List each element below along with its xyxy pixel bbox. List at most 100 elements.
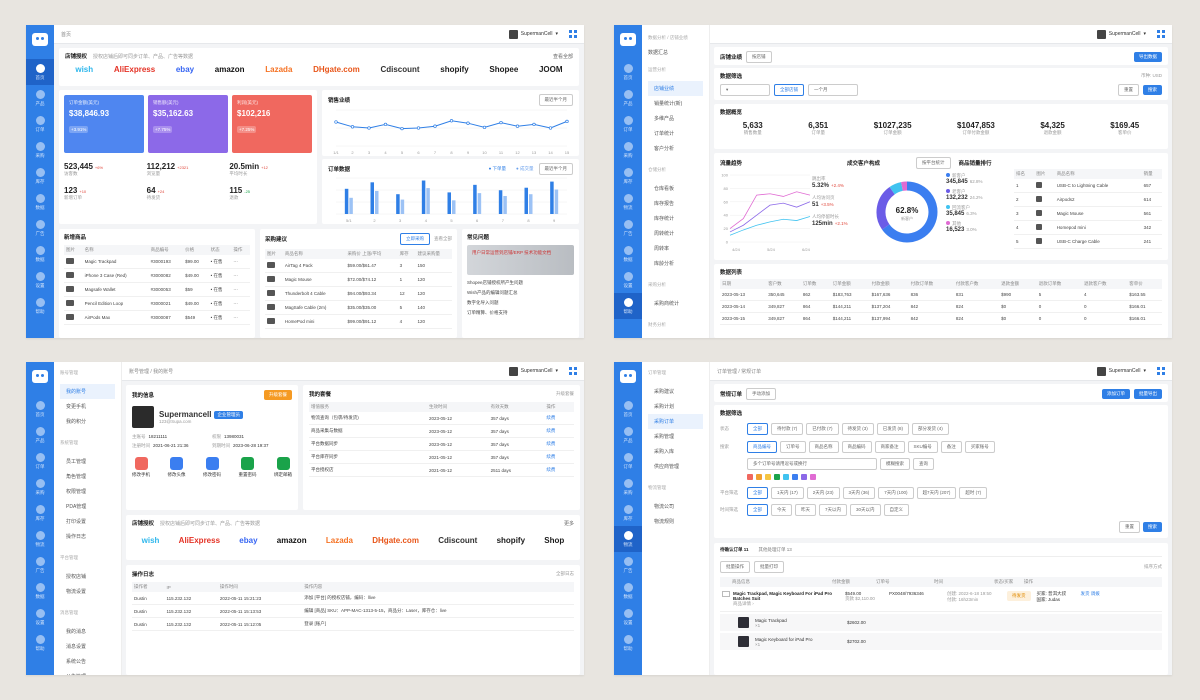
table-row[interactable]: AirPods Max #3000087 $549 • 在售 ··· [64, 310, 250, 325]
more-icon[interactable]: ··· [231, 268, 250, 283]
more-icon[interactable]: ··· [231, 296, 250, 311]
menu-item-4[interactable]: 采购入库 [654, 449, 675, 455]
sidebar-item-9[interactable]: 帮助 [614, 293, 642, 319]
menu-item-1[interactable]: 销量统计(新) [654, 101, 683, 107]
table-row[interactable]: Magic Mouse $72.00/$74.12 1 120 [265, 272, 452, 287]
platform-logo-lazada[interactable]: Lazada [325, 536, 353, 545]
purchase-more-link[interactable]: 查看全部 [434, 236, 452, 241]
flag-color-7[interactable] [810, 474, 816, 480]
filter-tab-5[interactable]: 超7天内 (207) [916, 487, 957, 499]
filter-tab-4[interactable]: 已发货 (8) [876, 423, 909, 435]
filter-tab-2[interactable]: 商品名称 [808, 441, 839, 453]
account-action-2[interactable]: 修改密码 [203, 457, 221, 478]
table-row[interactable]: 4 Homepod mini 342 [1014, 220, 1162, 235]
table-row[interactable]: Thunderbolt 4 Cable $94.00/$93.34 12 120 [265, 286, 452, 301]
list-tab-0[interactable]: 待确认订单 11 [720, 547, 749, 552]
table-row[interactable]: 3 Magic Mouse 561 [1014, 206, 1162, 221]
sidebar-item-4[interactable]: 库存 [26, 500, 54, 526]
table-row[interactable]: 2023-05-15 349,827 864 $144,211 $137,994 842 8… [720, 312, 1162, 325]
table-row[interactable]: 2 Airpods2 614 [1014, 192, 1162, 207]
filter-tab-2[interactable]: 2天内 (23) [806, 487, 840, 499]
menu-item-0[interactable]: 采购商统计 [654, 301, 680, 307]
filter-tab-3[interactable]: 7天以内 [819, 504, 848, 516]
sidebar-item-5[interactable]: 物流 [614, 189, 642, 215]
menu-item-2[interactable]: 我的积分 [66, 419, 87, 425]
upgrade-button[interactable]: 升级套餐 [264, 390, 292, 400]
table-row[interactable]: 平台库存同步 2021-05-12 357 days 续费 [309, 450, 574, 464]
menu-item-1[interactable]: 库存报告 [654, 201, 675, 207]
flag-color-6[interactable] [801, 474, 807, 480]
sidebar-item-7[interactable]: 数据 [614, 578, 642, 604]
export-button[interactable]: 导出数据 [1134, 52, 1162, 62]
table-row[interactable]: 物流查询（包裹/待发货) 2023-05-12 357 days 续费 [309, 412, 574, 425]
menu-item-3[interactable]: PDA管理 [66, 504, 87, 510]
platform-select[interactable]: ▾ [720, 84, 770, 96]
search-button[interactable]: 搜索 [1143, 85, 1162, 95]
more-icon[interactable]: ··· [231, 255, 250, 269]
table-row[interactable]: Magsafe Wallet #3000053 $59 • 在售 ··· [64, 282, 250, 297]
filter-tab-2[interactable]: 已付款 (7) [806, 423, 839, 435]
kpi-tile[interactable]: 利润(美元) $102,216 +7.25% [232, 95, 312, 153]
sidebar-item-3[interactable]: 采购 [26, 137, 54, 163]
sidebar-item-3[interactable]: 采购 [614, 474, 642, 500]
sidebar-item-0[interactable]: 首页 [614, 59, 642, 85]
menu-item-1[interactable]: 物流规则 [654, 519, 675, 525]
menu-item-5[interactable]: 库龄分析 [654, 261, 675, 267]
kpi-tile[interactable]: 销售额(美元) $35,162.63 +7.75% [148, 95, 228, 153]
faq-item[interactable]: 订单精算、价格支持 [467, 310, 508, 315]
all-logs-link[interactable]: 全部日志 [556, 571, 574, 576]
row-action-link[interactable]: 续费 [544, 412, 574, 425]
table-row[interactable]: 1 USB-C to Lightning Cable 657 [1014, 179, 1162, 193]
row-action-link[interactable]: 续费 [544, 450, 574, 464]
reset-button[interactable]: 重置 [1118, 84, 1139, 96]
table-row[interactable]: Pencil Edition Loop #3000021 $49.00 • 在售 ··· [64, 296, 250, 311]
sidebar-item-0[interactable]: 首页 [26, 396, 54, 422]
filter-tab-1[interactable]: 待付款 (7) [771, 423, 804, 435]
table-row[interactable]: Dustin 115.232.132 2022-05-11 15:12:05 登录 [… [132, 617, 574, 631]
order-item-row[interactable]: Magic Keyboard for iPad Pro ×1 $2702.00 [720, 633, 1162, 650]
filter-tab-3[interactable]: 商品编码 [841, 441, 872, 453]
group-by-select[interactable]: 按店铺 [746, 51, 772, 63]
table-row[interactable]: Dustin 115.232.132 2022-05-11 15:21:23 添加 [… [132, 592, 574, 605]
menu-item-2[interactable]: 系统公告 [66, 659, 87, 665]
table-row[interactable]: iPhone 3 Case (Red) #3000082 $49.00 • 在售 ··· [64, 268, 250, 283]
platform-logo-cdiscount[interactable]: Cdiscount [438, 536, 478, 545]
filter-tab-0[interactable]: 全部 [747, 423, 768, 435]
user-menu[interactable]: SupermanCell ▾ [1096, 29, 1165, 39]
platform-logo-aliexpress[interactable]: AliExpress [113, 65, 156, 74]
platform-logo-amazon[interactable]: amazon [276, 536, 307, 545]
apps-grid-icon[interactable] [1157, 367, 1165, 375]
flag-color-4[interactable] [783, 474, 789, 480]
sidebar-item-8[interactable]: 设置 [26, 267, 54, 293]
sidebar-item-4[interactable]: 库存 [26, 163, 54, 189]
sales-range-select[interactable]: 最近半个月 [538, 94, 573, 106]
sidebar-item-8[interactable]: 设置 [26, 604, 54, 630]
platforms-more-link[interactable]: 查看全部 [552, 53, 573, 60]
platform-logo-ebay[interactable]: ebay [239, 536, 258, 545]
donut-legend-item[interactable]: 回流客户 35,845 6.3% [946, 205, 982, 217]
filter-tab-0[interactable]: 商品编号 [747, 441, 777, 453]
filter-tab-5[interactable]: 自定义 [883, 504, 910, 516]
filter-tab-4[interactable]: 7天内 (100) [878, 487, 914, 499]
account-action-1[interactable]: 修改头像 [168, 457, 186, 478]
filter-tab-4[interactable]: 商家备注 [874, 441, 905, 453]
faq-item[interactable]: Wish产品的编辑问题汇总 [467, 290, 518, 295]
table-row[interactable]: Magic Trackpad #3000193 $99.00 • 在售 ··· [64, 255, 250, 269]
customer-mix-select[interactable]: 按平台统计 [916, 157, 951, 169]
menu-item-5[interactable]: 供应商管理 [654, 464, 680, 470]
menu-item-2[interactable]: 权限管理 [66, 489, 87, 495]
sidebar-item-5[interactable]: 物流 [26, 526, 54, 552]
sidebar-item-0[interactable]: 首页 [26, 59, 54, 85]
orders-range-select[interactable]: 最近半个月 [538, 163, 573, 175]
sidebar-item-4[interactable]: 库存 [614, 500, 642, 526]
sidebar-item-2[interactable]: 订单 [614, 448, 642, 474]
filter-tab-1[interactable]: 今天 [771, 504, 792, 516]
add-mode-select[interactable]: 手动添加 [746, 388, 777, 400]
sidebar-item-1[interactable]: 产品 [614, 85, 642, 111]
platform-logo-shopify[interactable]: shopify [440, 65, 469, 74]
sidebar-item-6[interactable]: 广告 [614, 552, 642, 578]
kpi-tile[interactable]: 订单金额(美元) $38,846.93 +3.91% [64, 95, 144, 153]
row-action-link[interactable]: 续费 [544, 424, 574, 438]
sidebar-item-3[interactable]: 采购 [614, 137, 642, 163]
faq-item[interactable]: Shopee店铺授权所产生问题 [467, 280, 524, 285]
